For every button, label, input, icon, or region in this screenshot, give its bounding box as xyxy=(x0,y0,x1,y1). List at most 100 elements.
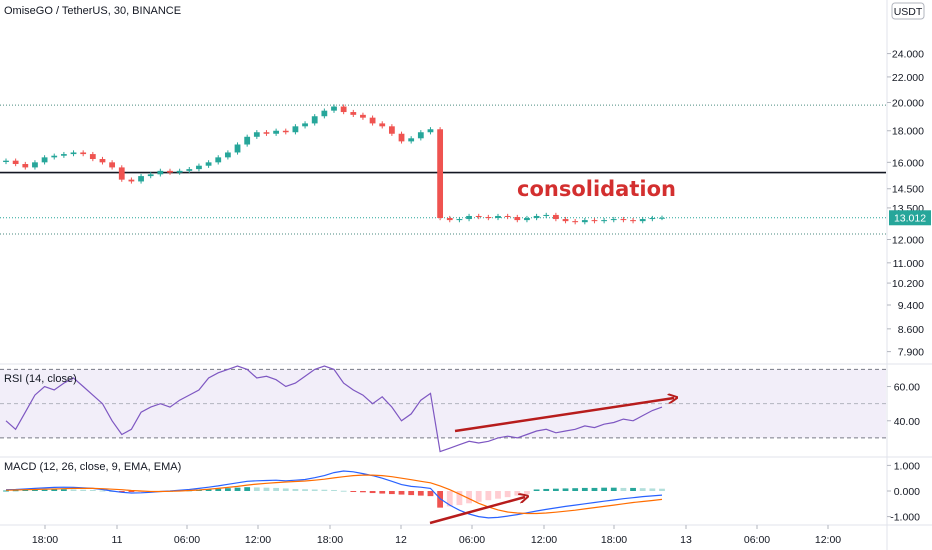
time-tick-label: 06:00 xyxy=(744,534,770,546)
candle-body xyxy=(369,117,376,124)
macd-histogram-bar xyxy=(340,490,347,492)
macd-tick-label: 1.000 xyxy=(894,460,920,472)
time-tick-label: 18:00 xyxy=(317,534,343,546)
candle-body xyxy=(70,152,77,155)
price-tick-label: 24.000 xyxy=(892,49,924,61)
macd-histogram-bar xyxy=(591,487,598,491)
macd-histogram-bar xyxy=(32,489,38,491)
macd-histogram-bar xyxy=(12,490,19,492)
last-price-badge xyxy=(889,210,931,226)
macd-histogram-bar xyxy=(360,491,366,493)
macd-label: MACD (12, 26, close, 9, EMA, EMA) xyxy=(4,461,181,473)
price-tick-label: 20.000 xyxy=(892,97,924,109)
candle-body xyxy=(610,219,617,221)
candle-body xyxy=(234,144,241,153)
macd-histogram-bar xyxy=(128,491,135,492)
macd-histogram-bar xyxy=(572,488,579,491)
macd-histogram-bar xyxy=(601,487,608,491)
macd-line xyxy=(5,470,663,519)
macd-histogram-bar xyxy=(282,488,289,491)
macd-histogram-bar xyxy=(350,491,357,492)
macd-trend-arrow[interactable] xyxy=(429,497,525,525)
candle-body xyxy=(176,170,183,173)
candle-body xyxy=(446,218,453,221)
macd-histogram-bar xyxy=(581,487,588,491)
macd-histogram-bar xyxy=(3,490,9,492)
macd-histogram-bar xyxy=(533,489,540,491)
candle-body xyxy=(398,133,405,142)
macd-histogram-bar xyxy=(446,491,453,507)
price-tick-label: 8.600 xyxy=(898,324,924,336)
macd-histogram-bar xyxy=(273,487,280,491)
currency-badge[interactable] xyxy=(891,2,925,20)
candle-body xyxy=(427,129,434,133)
price-axis[interactable]: 24.00022.00020.00018.00016.00014.50013.5… xyxy=(887,49,924,359)
candle-body xyxy=(456,219,463,221)
macd-histogram-bar xyxy=(659,488,665,491)
candle-body xyxy=(639,219,646,222)
macd-histogram-bar xyxy=(417,491,424,496)
macd-histogram-bar xyxy=(427,491,434,497)
macd-histogram-bar xyxy=(41,489,48,491)
candle-body xyxy=(157,170,164,175)
candle-body xyxy=(562,219,569,222)
candle-body xyxy=(138,176,144,182)
candle-body xyxy=(302,123,308,127)
rsi-label: RSI (14, close) xyxy=(4,373,77,385)
candle-body xyxy=(388,126,395,134)
macd-tick-label: -1.000 xyxy=(890,512,920,524)
macd-histogram-bar xyxy=(99,490,106,492)
macd-histogram-bar xyxy=(224,488,231,491)
candle-body xyxy=(80,152,87,155)
candle-body xyxy=(186,169,193,171)
macd-histogram-bar xyxy=(639,488,646,491)
price-tick-label: 16.000 xyxy=(892,157,924,169)
rsi-tick-label: 40.00 xyxy=(894,416,920,428)
candle-body xyxy=(224,152,231,158)
candle-body xyxy=(649,218,656,220)
candle-body xyxy=(282,130,289,133)
macd-histogram-bar xyxy=(215,488,222,491)
macd-histogram-bar xyxy=(610,487,617,491)
macd-histogram-bar xyxy=(263,487,270,491)
candle-body xyxy=(215,157,222,163)
candle-body xyxy=(244,136,251,145)
candle-body xyxy=(253,132,260,137)
time-tick-label: 06:00 xyxy=(174,534,200,546)
candle-body xyxy=(51,155,58,158)
rsi-trend-arrow[interactable] xyxy=(454,398,674,433)
price-tick-label: 18.000 xyxy=(892,126,924,138)
candle-body xyxy=(128,179,135,182)
candlestick-series xyxy=(3,104,665,225)
time-tick-label: 12:00 xyxy=(531,534,557,546)
time-axis[interactable]: 18:00 11 06:00 12:00 18:00 12 06:00 12:00 18:00 1… xyxy=(32,525,841,546)
macd-histogram-bar xyxy=(495,491,501,499)
macd-histogram-bar xyxy=(504,491,511,498)
macd-pane: 1.000 0.000 -1.000 xyxy=(3,460,920,524)
macd-histogram-bar xyxy=(630,487,636,491)
candle-body xyxy=(495,215,501,219)
macd-histogram-bar xyxy=(524,491,530,495)
price-tick-label: 12.000 xyxy=(892,234,924,246)
candle-body xyxy=(437,129,444,219)
candle-body xyxy=(147,174,154,177)
candle-body xyxy=(331,106,337,111)
macd-histogram-bar xyxy=(475,491,482,502)
candle-body xyxy=(630,220,636,222)
candle-body xyxy=(475,215,482,217)
candle-body xyxy=(109,162,116,168)
candle-body xyxy=(543,214,550,216)
macd-histogram-bar xyxy=(379,491,386,494)
macd-histogram-bar xyxy=(311,489,318,491)
candle-body xyxy=(601,220,608,222)
macd-histogram-bar xyxy=(118,491,125,492)
macd-histogram-bar xyxy=(562,488,569,491)
candle-body xyxy=(408,138,415,142)
candle-body xyxy=(205,162,212,166)
price-tick-label: 11.000 xyxy=(893,258,924,270)
candle-body xyxy=(60,154,67,156)
macd-tick-label: 0.000 xyxy=(894,486,920,498)
candle-body xyxy=(485,216,492,219)
candle-body xyxy=(292,126,299,133)
candle-body xyxy=(3,160,9,163)
